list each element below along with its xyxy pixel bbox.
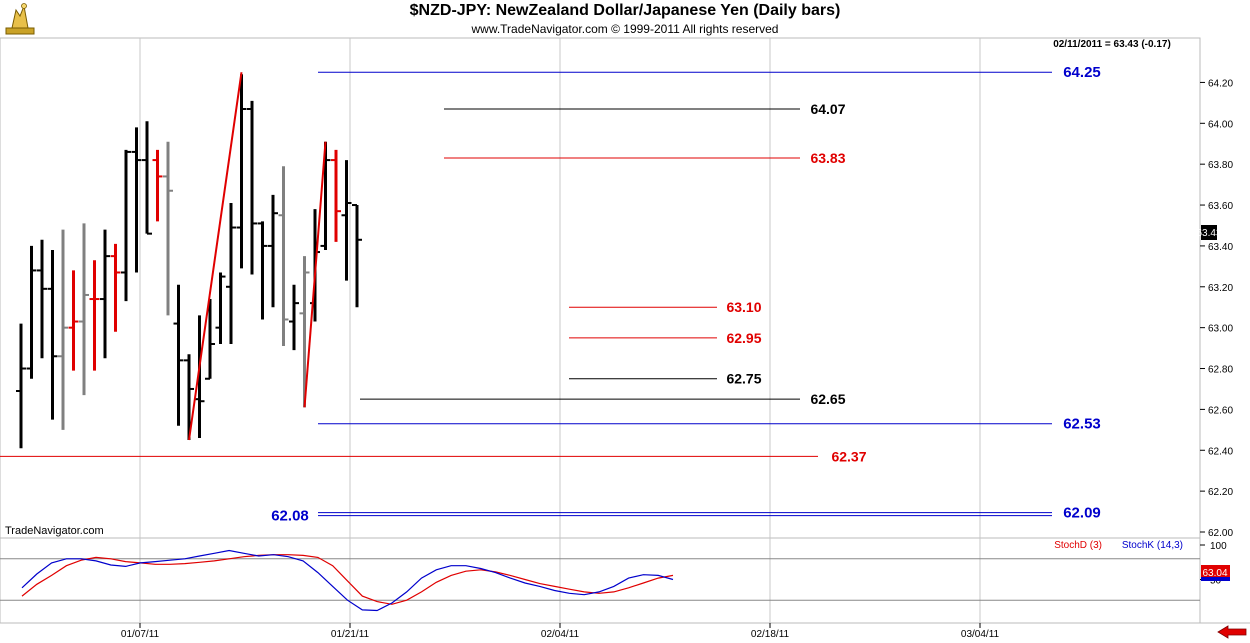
current-stoch-marker-blue: [1201, 577, 1230, 581]
date-axis-labels: 01/07/11 01/21/11 02/04/11 02/18/11 03/04/11: [121, 623, 1000, 640]
legend-stoch-d: StochD (3): [1054, 540, 1102, 551]
stoch-tick-label: 100: [1210, 541, 1227, 552]
price-tick-label: 62.00: [1208, 528, 1233, 539]
stoch-series-line: [21, 554, 674, 605]
date-tick-label: 01/21/11: [331, 629, 370, 640]
support-resistance-levels: 64.25 64.07 63.83 63.10 62.95 62.75 62.65 62.53…: [0, 64, 1101, 525]
level-label: 62.09: [1063, 505, 1101, 522]
price-tick-label: 62.40: [1208, 446, 1233, 457]
vertical-gridlines: [139, 38, 981, 623]
level-label: 63.83: [810, 150, 845, 166]
current-stoch-label: 63.04: [1202, 568, 1227, 579]
level-label: 64.07: [810, 101, 845, 117]
price-tick-label: 63.40: [1208, 242, 1233, 253]
price-tick-label: 62.60: [1208, 405, 1233, 416]
price-tick-label: 63.00: [1208, 324, 1233, 335]
date-tick-label: 03/04/11: [961, 629, 1000, 640]
level-label: 62.37: [831, 448, 866, 464]
trade-navigator-logo-icon[interactable]: [4, 2, 36, 36]
scroll-right-arrow-icon[interactable]: [1214, 625, 1248, 639]
quote-readout: 02/11/2011 = 63.43 (-0.17): [1053, 39, 1171, 50]
date-tick-label: 02/04/11: [541, 629, 580, 640]
watermark-text: TradeNavigator.com: [5, 525, 104, 537]
level-label: 63.10: [726, 299, 761, 315]
current-price-marker: [1201, 225, 1217, 240]
price-tick-label: 63.60: [1208, 201, 1233, 212]
level-label: 62.53: [1063, 416, 1101, 433]
price-tick-label: 64.20: [1208, 78, 1233, 89]
level-label: 64.25: [1063, 64, 1101, 81]
price-tick-label: 62.80: [1208, 365, 1233, 376]
level-label: 62.08: [271, 508, 309, 525]
stoch-series-line: [21, 549, 674, 612]
trend-line: [188, 72, 243, 441]
level-label: 62.95: [726, 330, 761, 346]
trend-lines: [188, 72, 327, 441]
chart-frame: [0, 37, 1250, 624]
date-tick-label: 02/18/11: [751, 629, 790, 640]
price-tick-label: 63.80: [1208, 160, 1233, 171]
chart-title: $NZD-JPY: NewZealand Dollar/Japanese Yen…: [409, 2, 841, 19]
price-tick-label: 64.00: [1208, 119, 1233, 130]
chart-header: $NZD-JPY: NewZealand Dollar/Japanese Yen…: [0, 0, 1250, 40]
legend-stoch-k: StochK (14,3): [1122, 540, 1183, 551]
level-label: 62.75: [726, 371, 761, 387]
ohlc-bars: [16, 74, 362, 449]
stochastic-oscillator: 10050: [0, 541, 1227, 612]
level-label: 62.65: [810, 391, 845, 407]
price-tick-label: 63.20: [1208, 283, 1233, 294]
price-tick-label: 62.20: [1208, 487, 1233, 498]
trend-line: [303, 141, 327, 408]
date-tick-label: 01/07/11: [121, 629, 160, 640]
current-stoch-marker: [1201, 565, 1230, 579]
copyright-subtitle: www.TradeNavigator.com © 1999-2011 All r…: [471, 22, 779, 36]
y-axis-ticks: 64.20 64.00 63.80 63.60 63.40 63.20 63.00 62.80…: [1200, 78, 1233, 539]
current-price-label: 63.43: [1196, 228, 1221, 239]
stochastic-panel-border: [0, 537, 1201, 624]
